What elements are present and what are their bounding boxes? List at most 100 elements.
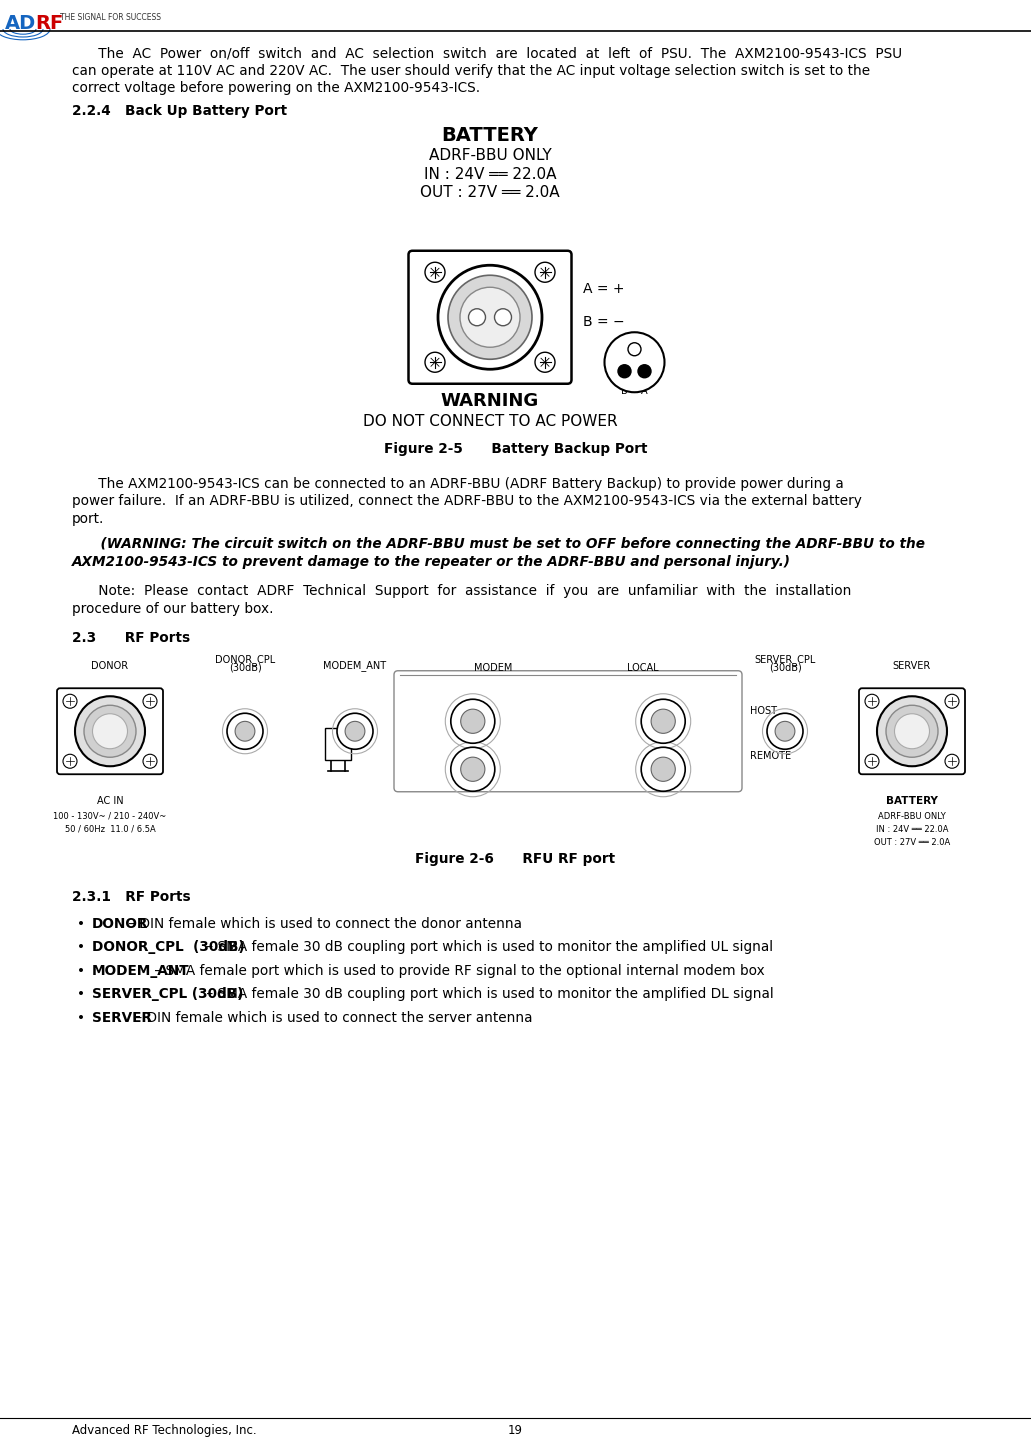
Text: •: • [77, 987, 85, 1002]
Text: OUT : 27V ══ 2.0A: OUT : 27V ══ 2.0A [421, 185, 560, 201]
Circle shape [460, 287, 520, 347]
Text: The AXM2100-9543-ICS can be connected to an ADRF-BBU (ADRF Battery Backup) to pr: The AXM2100-9543-ICS can be connected to… [72, 476, 843, 491]
Circle shape [425, 352, 445, 373]
Text: SERVER_CPL: SERVER_CPL [755, 654, 816, 665]
Circle shape [75, 696, 145, 766]
Text: MODEM_ANT: MODEM_ANT [324, 660, 387, 671]
Circle shape [451, 699, 495, 743]
Text: MODEM_ANT: MODEM_ANT [92, 964, 190, 978]
Circle shape [945, 754, 959, 769]
Text: •: • [77, 964, 85, 978]
Circle shape [886, 705, 938, 757]
Circle shape [143, 695, 157, 708]
Circle shape [461, 757, 485, 782]
Circle shape [628, 342, 641, 355]
Circle shape [535, 352, 555, 373]
Text: 2.2.4   Back Up Battery Port: 2.2.4 Back Up Battery Port [72, 103, 287, 118]
Text: SERVER: SERVER [893, 661, 931, 671]
Circle shape [468, 309, 486, 326]
FancyBboxPatch shape [859, 689, 965, 775]
Text: BATTERY: BATTERY [886, 796, 938, 805]
Text: ADRF-BBU ONLY: ADRF-BBU ONLY [878, 812, 945, 821]
Circle shape [865, 695, 879, 708]
Text: IN : 24V ══ 22.0A: IN : 24V ══ 22.0A [424, 167, 557, 182]
Text: Figure 2-6      RFU RF port: Figure 2-6 RFU RF port [415, 852, 616, 866]
FancyBboxPatch shape [408, 250, 571, 384]
Text: •: • [77, 916, 85, 930]
Text: AXM2100-9543-ICS to prevent damage to the repeater or the ADRF-BBU and personal : AXM2100-9543-ICS to prevent damage to th… [72, 555, 791, 569]
Circle shape [235, 721, 255, 741]
Text: – DIN female which is used to connect the donor antenna: – DIN female which is used to connect th… [125, 916, 523, 930]
Circle shape [438, 265, 542, 370]
Text: SERVER_CPL (30dB): SERVER_CPL (30dB) [92, 987, 243, 1002]
Text: A: A [641, 386, 647, 396]
Text: THE SIGNAL FOR SUCCESS: THE SIGNAL FOR SUCCESS [60, 13, 161, 22]
Text: 2.3      RF Ports: 2.3 RF Ports [72, 632, 190, 645]
Text: 19: 19 [508, 1424, 523, 1437]
Circle shape [448, 275, 532, 360]
Text: DONOR: DONOR [92, 661, 129, 671]
Text: correct voltage before powering on the AXM2100-9543-ICS.: correct voltage before powering on the A… [72, 82, 480, 95]
Text: – SMA female 30 dB coupling port which is used to monitor the amplified UL signa: – SMA female 30 dB coupling port which i… [202, 941, 773, 954]
Text: DO NOT CONNECT TO AC POWER: DO NOT CONNECT TO AC POWER [363, 414, 618, 428]
Circle shape [641, 747, 686, 791]
Text: can operate at 110V AC and 220V AC.  The user should verify that the AC input vo: can operate at 110V AC and 220V AC. The … [72, 64, 870, 77]
Circle shape [638, 365, 651, 377]
Circle shape [345, 721, 365, 741]
Circle shape [652, 757, 675, 782]
Text: SERVER: SERVER [92, 1010, 152, 1025]
Circle shape [767, 713, 803, 750]
Text: IN : 24V ══ 22.0A: IN : 24V ══ 22.0A [875, 824, 949, 834]
Text: procedure of our battery box.: procedure of our battery box. [72, 601, 273, 616]
Circle shape [337, 713, 373, 750]
Circle shape [63, 754, 77, 769]
Text: – DIN female which is used to connect the server antenna: – DIN female which is used to connect th… [131, 1010, 532, 1025]
Text: AD: AD [5, 15, 36, 33]
FancyBboxPatch shape [394, 671, 742, 792]
Text: power failure.  If an ADRF-BBU is utilized, connect the ADRF-BBU to the AXM2100-: power failure. If an ADRF-BBU is utilize… [72, 494, 862, 508]
Text: – SMA female 30 dB coupling port which is used to monitor the amplified DL signa: – SMA female 30 dB coupling port which i… [202, 987, 774, 1002]
Circle shape [895, 713, 930, 748]
Text: (30dB): (30dB) [769, 662, 801, 673]
Circle shape [535, 262, 555, 282]
Text: WARNING: WARNING [441, 392, 539, 409]
Circle shape [604, 332, 665, 392]
Circle shape [618, 365, 631, 377]
FancyBboxPatch shape [325, 728, 351, 760]
Text: AC IN: AC IN [97, 796, 124, 805]
Text: – SMA female port which is used to provide RF signal to the optional internal mo: – SMA female port which is used to provi… [151, 964, 765, 978]
Text: B = −: B = − [583, 316, 624, 329]
Circle shape [877, 696, 947, 766]
Circle shape [451, 747, 495, 791]
Text: REMOTE: REMOTE [750, 751, 791, 761]
Text: OUT : 27V ══ 2.0A: OUT : 27V ══ 2.0A [874, 837, 951, 847]
Circle shape [495, 309, 511, 326]
Text: •: • [77, 941, 85, 954]
Text: Note:  Please  contact  ADRF  Technical  Support  for  assistance  if  you  are : Note: Please contact ADRF Technical Supp… [72, 584, 852, 598]
Text: (WARNING: The circuit switch on the ADRF-BBU must be set to OFF before connectin: (WARNING: The circuit switch on the ADRF… [72, 537, 925, 552]
Circle shape [84, 705, 136, 757]
Circle shape [461, 709, 485, 734]
Text: 50 / 60Hz  11.0 / 6.5A: 50 / 60Hz 11.0 / 6.5A [65, 824, 156, 834]
Text: A = +: A = + [583, 282, 624, 296]
Text: port.: port. [72, 511, 104, 526]
Text: ADRF-BBU ONLY: ADRF-BBU ONLY [429, 149, 552, 163]
Circle shape [641, 699, 686, 743]
FancyBboxPatch shape [57, 689, 163, 775]
Text: LOCAL: LOCAL [627, 662, 659, 673]
Text: Advanced RF Technologies, Inc.: Advanced RF Technologies, Inc. [72, 1424, 257, 1437]
Text: Figure 2-5      Battery Backup Port: Figure 2-5 Battery Backup Port [384, 441, 647, 456]
Circle shape [652, 709, 675, 734]
Text: MODEM: MODEM [474, 662, 512, 673]
Text: DONOR_CPL: DONOR_CPL [214, 654, 275, 665]
Text: DONOR_CPL  (30dB): DONOR_CPL (30dB) [92, 941, 244, 954]
Text: DONOR: DONOR [92, 916, 148, 930]
Text: (30dB): (30dB) [229, 662, 262, 673]
Circle shape [945, 695, 959, 708]
Circle shape [425, 262, 445, 282]
Text: BATTERY: BATTERY [441, 127, 538, 146]
Circle shape [143, 754, 157, 769]
Text: RF: RF [35, 15, 63, 33]
Circle shape [775, 721, 795, 741]
Text: •: • [77, 1010, 85, 1025]
